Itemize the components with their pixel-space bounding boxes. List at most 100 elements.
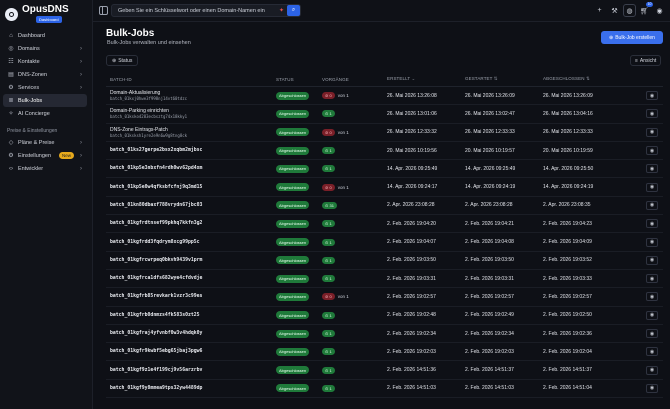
- failed-count: 0: [329, 93, 332, 99]
- table-row[interactable]: batch_01kgf9y8mmea9tps32yw4489dp Abgesch…: [106, 380, 663, 399]
- status-badge: Abgeschlossen: [276, 274, 310, 283]
- table-row[interactable]: batch_01kgfr9kwbf5ebg65jbaj3pgw6 Abgesch…: [106, 343, 663, 362]
- view-details-icon[interactable]: ◉: [646, 274, 658, 284]
- sidebar-item-layers[interactable]: ≣ Bulk-Jobs: [3, 94, 87, 107]
- sidebar-item-code[interactable]: ‹› Entwickler ›: [3, 162, 87, 175]
- batch-id-cell: batch_01kgfrdd3fqdrym8xcg99pp5c: [106, 240, 276, 245]
- success-count-badge: ⊙ 1: [322, 311, 335, 319]
- view-details-icon[interactable]: ◉: [646, 182, 658, 192]
- view-details-icon[interactable]: ◉: [646, 383, 658, 393]
- sidebar-item-ai[interactable]: ✧ AI Concierge: [3, 107, 87, 120]
- logo[interactable]: OpusDNS Dashboard: [5, 5, 69, 23]
- tool-icon[interactable]: ⚒: [611, 7, 618, 15]
- view-button[interactable]: ≡ Ansicht: [630, 55, 662, 66]
- table-row[interactable]: batch_01kgfraj4yfvnbf0w3v4hdqk0y Abgesch…: [106, 325, 663, 344]
- search-input[interactable]: [118, 7, 278, 14]
- search-bar: ✦ ⌕: [111, 4, 301, 17]
- table-row[interactable]: batch_01kgfrb0dnmzs4fk583s0zt25 Abgeschl…: [106, 307, 663, 325]
- view-details-icon[interactable]: ◉: [646, 219, 658, 229]
- page-title: Bulk-Jobs: [106, 28, 155, 39]
- view-details-icon[interactable]: ◉: [646, 164, 658, 174]
- header-abgeschlossen[interactable]: ABGESCHLOSSEN ⇅: [543, 76, 641, 82]
- view-details-icon[interactable]: ◉: [646, 237, 658, 247]
- sort-icon: ⇅: [493, 76, 498, 81]
- view-details-icon[interactable]: ◉: [646, 329, 658, 338]
- status-cell: Abgeschlossen: [276, 329, 322, 338]
- create-bulk-job-button[interactable]: ⊕ Bulk-Job erstellen: [601, 31, 663, 44]
- search-button[interactable]: ⌕: [287, 5, 300, 16]
- started-date: 14. Apr. 2026 09:24:19: [465, 184, 516, 191]
- sidebar-item-globe[interactable]: ◎ Domains ›: [3, 42, 87, 55]
- add-icon[interactable]: +: [597, 7, 602, 14]
- view-details-icon[interactable]: ◉: [646, 91, 658, 101]
- chevron-right-icon: ›: [80, 139, 82, 146]
- sidebar-item-home[interactable]: ⌂ Dashboard: [3, 29, 87, 42]
- vorgaenge-cell: ⊘ 0 von 1: [322, 92, 387, 100]
- table-row[interactable]: batch_01kgfrb85revkark1vzr3c99es Abgesch…: [106, 288, 663, 307]
- table-row[interactable]: batch_01kp5e3nbxfn4rdh0wv62pd4xm Abgesch…: [106, 160, 663, 179]
- view-details-icon[interactable]: ◉: [646, 200, 658, 210]
- created-date: 26. Mai 2026 12:33:32: [387, 129, 437, 136]
- table-row[interactable]: DNS-Zone Eintrags-Patch batch_01ksksh1yre…: [106, 124, 663, 142]
- sidebar-item-dns[interactable]: ▤ DNS-Zonen ›: [3, 68, 87, 81]
- header-gestartet[interactable]: GESTARTET ⇅: [465, 76, 543, 82]
- sidebar-item-label: Domains: [18, 45, 40, 52]
- vorgaenge-cell: ⊘ 0 von 1: [322, 128, 387, 136]
- table-row[interactable]: Domain-Parking einrichten batch_01ksko428…: [106, 105, 663, 124]
- vorgaenge-cell: ⊙ 1: [322, 110, 387, 118]
- table-row[interactable]: batch_01kgfrdd3fqdrym8xcg99pp5c Abgeschl…: [106, 233, 663, 252]
- batch-id: batch_01kxj0hwe3f998nj14vt60tdzc: [110, 96, 188, 102]
- created-date: 2. Feb. 2026 19:04:07: [387, 239, 436, 246]
- batch-id: batch_01kgfr9kwbf5ebg65jbaj3pgw6: [110, 349, 203, 355]
- layers-icon: ≣: [8, 98, 14, 104]
- status-badge: Abgeschlossen: [276, 384, 310, 393]
- ai-sparkle-icon[interactable]: ✦: [278, 8, 284, 14]
- language-icon[interactable]: ◍: [623, 4, 636, 17]
- success-count-badge: ⊙ 1: [322, 256, 335, 264]
- table-row[interactable]: batch_01ks27gerpe2bsx2xqbm2mjbsc Abgesch…: [106, 142, 663, 161]
- sidebar-toggle-icon[interactable]: [99, 6, 108, 15]
- batch-id: batch_01ksksh1yre2e9n6w9g8tng8ck: [110, 132, 188, 138]
- table-row[interactable]: batch_01kgfrca1dfs682wye4cfdvdje Abgesch…: [106, 270, 663, 289]
- table-row[interactable]: Domain-Aktualisierung batch_01kxj0hwe3f99…: [106, 87, 663, 106]
- dns-icon: ▤: [8, 72, 14, 78]
- status-cell: Abgeschlossen: [276, 256, 322, 265]
- chevron-right-icon: ›: [80, 71, 82, 78]
- status-badge: Abgeschlossen: [276, 109, 310, 118]
- cart-icon[interactable]: 🛒︎ 10: [640, 2, 653, 15]
- success-count-badge: ⊙ 1: [322, 275, 335, 283]
- table-row[interactable]: batch_01kp5e0w4qfksbfcfnj9q3md15 Abgesch…: [106, 178, 663, 197]
- sidebar-item-label: DNS-Zonen: [18, 71, 48, 78]
- total-count: von 1: [337, 129, 349, 135]
- batch-id-cell: batch_01kgfrcwrpeq0bkvh9439v1prm: [106, 258, 276, 263]
- view-details-icon[interactable]: ◉: [646, 127, 658, 137]
- sidebar-item-services[interactable]: ⚙ Services ›: [3, 81, 87, 94]
- status-filter-button[interactable]: ⊕ Status: [106, 55, 139, 66]
- ai-icon: ✧: [8, 111, 14, 117]
- view-details-icon[interactable]: ◉: [646, 109, 658, 119]
- status-badge: Abgeschlossen: [276, 256, 310, 265]
- view-details-icon[interactable]: ◉: [646, 255, 658, 265]
- table-row[interactable]: batch_01kgf9z1e4f199cj9v56arzrbv Abgesch…: [106, 361, 663, 380]
- sidebar-item-contacts[interactable]: ☷ Kontakte ›: [3, 55, 87, 68]
- user-icon[interactable]: ◉: [656, 7, 663, 15]
- view-details-icon[interactable]: ◉: [646, 310, 658, 320]
- header-erstellt[interactable]: ERSTELLT ⌄: [387, 76, 465, 82]
- view-details-icon[interactable]: ◉: [646, 347, 658, 357]
- table-row[interactable]: batch_01kgfrdtnsef99pkhq7kkfn3g2 Abgesch…: [106, 215, 663, 234]
- table-row[interactable]: batch_01kgfrcwrpeq0bkvh9439v1prm Abgesch…: [106, 252, 663, 270]
- created-date: 2. Feb. 2026 19:04:20: [387, 220, 436, 227]
- batch-id-cell: batch_01kgfrb85revkark1vzr3c99es: [106, 294, 276, 299]
- status-cell: Abgeschlossen: [276, 238, 322, 247]
- started-date: 2. Feb. 2026 19:03:50: [465, 257, 514, 264]
- table-row[interactable]: batch_01kn80dbaxf788vrydn67jbc03 Abgesch…: [106, 197, 663, 216]
- batch-id-cell: batch_01kn80dbaxf788vrydn67jbc03: [106, 203, 276, 208]
- view-details-icon[interactable]: ◉: [646, 292, 658, 302]
- finished-date: 26. Mai 2026 13:04:16: [543, 110, 593, 117]
- finished-date: 2. Feb. 2026 14:51:37: [543, 367, 592, 374]
- sidebar-item-gear[interactable]: ⚙ Einstellungen New ›: [3, 149, 87, 162]
- sidebar-item-tag[interactable]: ◇ Pläne & Preise ›: [3, 136, 87, 149]
- view-details-icon[interactable]: ◉: [646, 146, 658, 156]
- status-badge: Abgeschlossen: [276, 91, 310, 100]
- view-details-icon[interactable]: ◉: [646, 365, 658, 375]
